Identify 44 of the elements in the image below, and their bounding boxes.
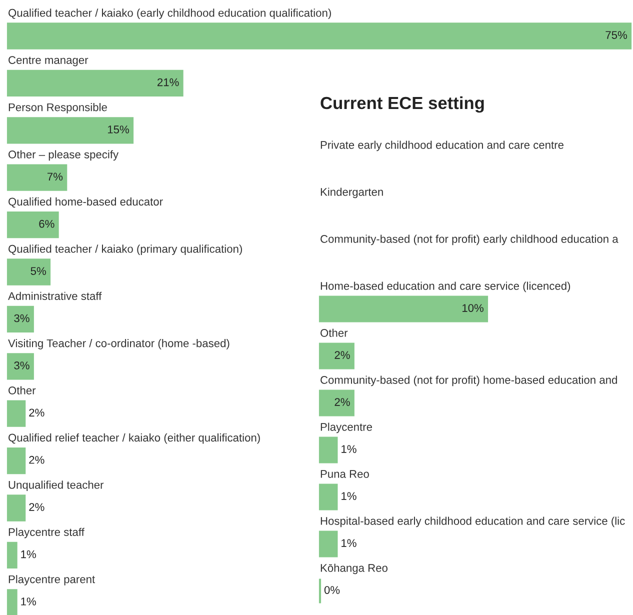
data-label: 21% <box>158 78 179 86</box>
data-label: 3% <box>14 314 30 322</box>
y-tick-label: Unqualified teacher <box>8 480 104 491</box>
data-label: 2% <box>334 398 350 406</box>
y-tick-label: Playcentre parent <box>8 575 96 586</box>
data-label: 2% <box>334 351 350 359</box>
data-label: 3% <box>14 362 30 370</box>
y-tick-label: Community-based (not for profit) home-based education and <box>320 376 617 386</box>
y-tick-label: Qualified teacher / kaiako (early childhood education qualification) <box>8 8 331 19</box>
y-tick-label: Kōhanga Reo <box>320 564 388 574</box>
data-label: 2% <box>29 408 44 417</box>
data-label: 75% <box>606 31 627 39</box>
data-label: 15% <box>108 126 129 134</box>
data-label: 1% <box>342 539 356 547</box>
y-tick-label: Hospital-based early childhood education and care service (lic <box>320 516 625 528</box>
data-label: 2% <box>29 503 44 511</box>
y-tick-label: Visiting Teacher / co-ordinator (home -based) <box>8 339 230 350</box>
chart-title: Current ECE setting <box>320 96 484 113</box>
y-tick-label: Qualified relief teacher / kaiako (either qualification) <box>8 433 260 444</box>
data-label: 1% <box>342 445 356 453</box>
y-tick-label: Kindergarten <box>320 188 383 198</box>
y-tick-label: Administrative staff <box>8 292 102 300</box>
data-label: 6% <box>39 220 54 228</box>
y-tick-label: Playcentre <box>320 422 372 434</box>
y-tick-label: Puna Reo <box>320 470 369 478</box>
y-tick-label: Home-based education and care service (licenced) <box>320 282 570 292</box>
y-tick-label: Centre manager <box>8 56 88 66</box>
data-label: 1% <box>342 492 356 500</box>
data-label: 1% <box>21 550 36 558</box>
y-tick-label: Qualified teacher / kaiako (primary qualification) <box>8 244 242 255</box>
data-label: 7% <box>47 172 63 181</box>
y-tick-label: Other <box>8 386 36 394</box>
y-tick-label: Community-based (not for profit) early childhood education a <box>320 234 618 246</box>
data-label: 5% <box>30 267 46 275</box>
y-tick-label: Other <box>320 328 348 337</box>
y-tick-label: Other – please specify <box>8 150 119 161</box>
y-tick-label: Private early childhood education and care centre <box>320 140 564 152</box>
data-label: 1% <box>21 598 36 606</box>
data-label: 2% <box>29 456 44 464</box>
y-tick-label: Qualified home-based educator <box>8 197 163 208</box>
data-label: 0% <box>324 586 340 594</box>
y-tick-label: Playcentre staff <box>8 528 84 538</box>
y-tick-label: Person Responsible <box>8 103 107 114</box>
data-label: 10% <box>462 304 484 312</box>
